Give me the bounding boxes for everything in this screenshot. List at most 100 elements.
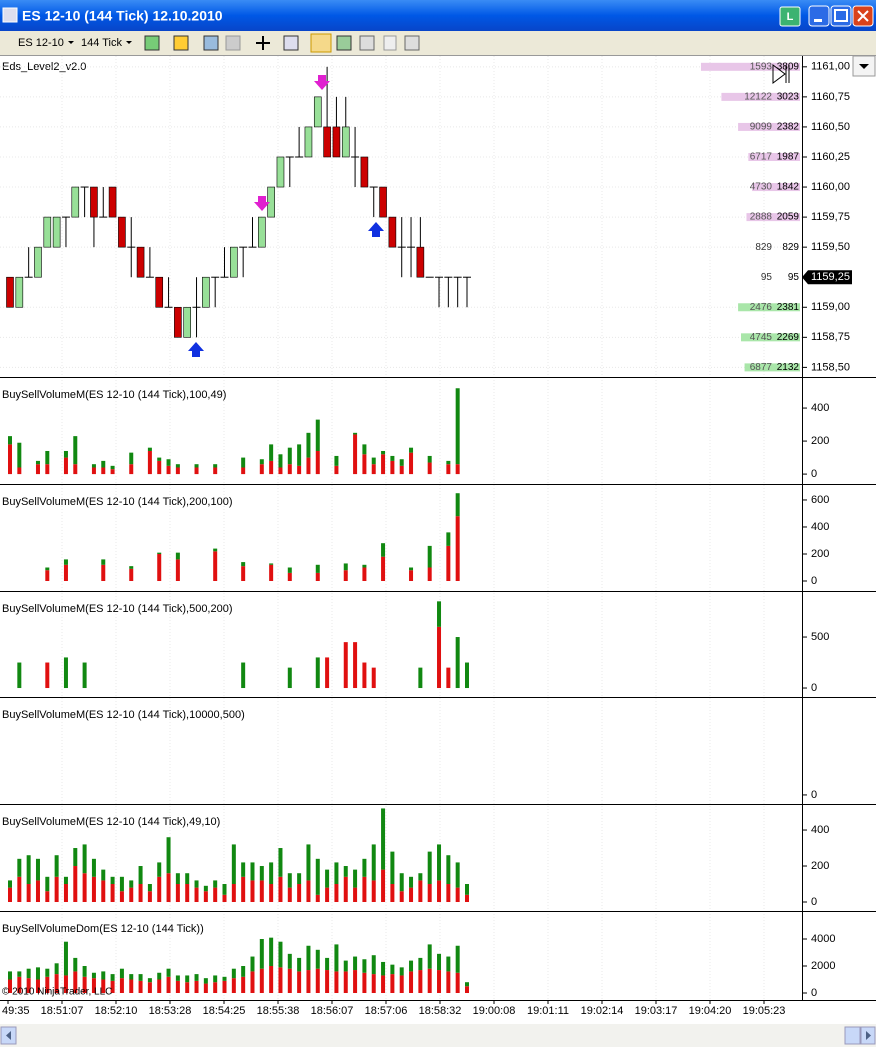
- sell-volume-bar: [63, 457, 68, 475]
- window-title: ES 12-10 (144 Tick) 12.10.2010: [22, 8, 223, 24]
- depth-left: 829: [755, 242, 772, 253]
- sell-volume-bar: [334, 971, 339, 994]
- buy-volume-bar: [82, 844, 87, 874]
- y-tick-label: 0: [811, 575, 817, 587]
- buy-volume-bar: [269, 444, 274, 461]
- buy-volume-bar: [213, 464, 218, 468]
- sell-volume-bar: [278, 967, 283, 994]
- buy-volume-bar: [110, 974, 115, 981]
- buy-volume-bar: [418, 957, 423, 971]
- candle-body: [136, 246, 145, 278]
- link-button[interactable]: [779, 6, 801, 27]
- buy-volume-bar: [353, 956, 358, 971]
- buy-volume-bar: [437, 844, 442, 881]
- zoom-button[interactable]: [283, 35, 299, 51]
- sell-volume-bar: [455, 887, 460, 903]
- crosshair-button[interactable]: [256, 36, 270, 50]
- print-button[interactable]: [383, 35, 397, 51]
- minimize-button[interactable]: [808, 5, 830, 27]
- chart-style-button[interactable]: [144, 35, 160, 51]
- buy-volume-bar: [287, 873, 292, 888]
- sell-volume-bar: [110, 884, 115, 903]
- sell-volume-bar: [101, 564, 106, 582]
- sell-volume-bar: [63, 564, 68, 582]
- data-box-button[interactable]: [359, 35, 375, 51]
- sell-volume-bar: [129, 568, 134, 582]
- buy-volume-bar: [194, 974, 199, 981]
- sell-volume-bar: [343, 642, 348, 689]
- buy-volume-bar: [306, 432, 311, 458]
- minimize-icon: [814, 19, 822, 22]
- buy-volume-bar: [381, 450, 386, 455]
- x-tick-label: 19:01:11: [527, 1005, 569, 1017]
- sell-volume-bar: [129, 887, 134, 903]
- candle-body: [323, 126, 331, 158]
- buy-volume-bar: [45, 876, 50, 892]
- buy-volume-bar: [315, 949, 320, 969]
- y-tick-label: 1160,25: [811, 151, 850, 163]
- buy-volume-bar: [437, 601, 442, 627]
- sell-volume-bar: [138, 980, 143, 994]
- y-tick-label: 500: [811, 631, 829, 643]
- sell-volume-bar: [26, 884, 31, 903]
- sell-volume-bar: [241, 876, 246, 903]
- instrument-select[interactable]: ES 12-10: [18, 37, 64, 49]
- buy-volume-bar: [390, 964, 395, 975]
- buy-volume-bar: [278, 454, 283, 468]
- candle-body: [90, 186, 98, 218]
- buy-volume-bar: [63, 876, 68, 885]
- y-tick-label: 200: [811, 860, 829, 872]
- sell-arrow: [254, 196, 270, 211]
- buy-volume-bar: [446, 956, 451, 972]
- depth-bar: [744, 363, 800, 372]
- x-tick-label: 18:54:25: [203, 1005, 246, 1017]
- sell-volume-bar: [166, 873, 171, 903]
- bars-button[interactable]: [336, 35, 352, 51]
- buy-volume-bar: [241, 662, 246, 689]
- sell-volume-bar: [54, 974, 59, 994]
- sell-volume-bar: [175, 559, 180, 582]
- strategy-button[interactable]: [225, 35, 241, 51]
- buy-volume-bar: [129, 880, 134, 888]
- dom-button[interactable]: [310, 33, 332, 53]
- scrollbar[interactable]: [0, 1024, 876, 1047]
- buy-volume-bar: [203, 978, 208, 984]
- sell-volume-bar: [437, 626, 442, 689]
- properties-button[interactable]: [404, 35, 420, 51]
- buy-volume-bar: [35, 460, 40, 465]
- depth-right: 2269: [777, 332, 800, 343]
- sell-volume-bar: [343, 570, 348, 582]
- sell-volume-bar: [297, 884, 302, 903]
- indicator-button[interactable]: [203, 35, 219, 51]
- period-select[interactable]: 144 Tick: [81, 37, 122, 49]
- sell-volume-bar: [259, 968, 264, 994]
- buy-volume-bar: [455, 637, 460, 689]
- depth-left: 4745: [750, 332, 773, 343]
- sell-volume-bar: [306, 457, 311, 475]
- sell-volume-bar: [45, 662, 50, 689]
- buy-volume-bar: [259, 459, 264, 465]
- depth-left: 6877: [750, 362, 773, 373]
- draw-button[interactable]: [173, 35, 189, 51]
- sell-volume-bar: [362, 454, 367, 475]
- sell-volume-bar: [250, 880, 255, 903]
- x-tick-label: 19:04:20: [689, 1005, 732, 1017]
- sell-volume-bar: [269, 966, 274, 994]
- depth-left: 12122: [744, 92, 772, 103]
- sell-volume-bar: [157, 979, 162, 994]
- candle-body: [6, 276, 14, 308]
- sell-volume-bar: [409, 971, 414, 994]
- buy-volume-bar: [259, 866, 264, 881]
- buy-volume-bar: [381, 808, 386, 870]
- candle-body: [52, 216, 61, 248]
- buy-volume-bar: [455, 493, 460, 517]
- playback-icon[interactable]: [772, 64, 790, 84]
- scroll-thumb[interactable]: [844, 1026, 861, 1045]
- sell-volume-bar: [241, 566, 246, 582]
- sell-volume-bar: [427, 968, 432, 994]
- buy-volume-bar: [343, 866, 348, 877]
- sell-volume-bar: [446, 884, 451, 903]
- sell-volume-bar: [446, 464, 451, 475]
- link-badge: L: [787, 11, 794, 23]
- buy-volume-bar: [222, 976, 227, 981]
